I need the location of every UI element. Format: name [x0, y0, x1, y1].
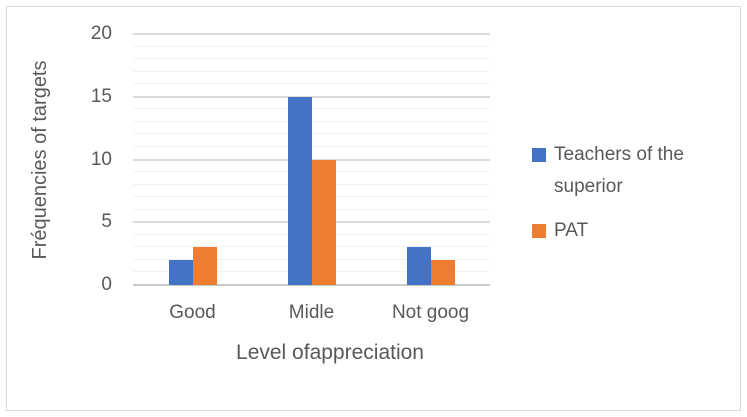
minor-gridline [133, 120, 490, 122]
legend-item-pat: PAT [532, 215, 737, 247]
minor-gridline [133, 70, 490, 72]
legend-item-teachers-of-the-superior: Teachers of the superior [532, 139, 737, 203]
minor-gridline [133, 145, 490, 147]
x-axis-line [133, 284, 490, 286]
x-axis-title: Level ofappreciation [236, 341, 424, 364]
y-axis-title: Fréquencies of targets [29, 60, 51, 260]
y-tick-label: 0 [101, 274, 112, 295]
bar-pat-good [192, 247, 217, 285]
y-tick-label: 15 [90, 85, 112, 107]
chart-frame [6, 6, 741, 411]
major-gridline [133, 33, 490, 35]
bar-pat-midle [311, 159, 336, 285]
bar-teachers-of-the-superior-good [168, 259, 193, 285]
legend-swatch-icon [532, 148, 546, 162]
minor-gridline [133, 133, 490, 135]
bar-teachers-of-the-superior-midle [287, 96, 312, 285]
y-tick-label: 10 [90, 148, 112, 170]
x-axis-ticks: Good Midle Not goog [133, 302, 490, 324]
minor-gridline [133, 83, 490, 85]
legend-label: PAT [554, 220, 589, 241]
x-tick-label-midle: Midle [288, 302, 335, 323]
minor-gridline [133, 45, 490, 47]
y-tick-label: 20 [90, 23, 112, 44]
legend: Teachers of the superior PAT [532, 139, 737, 247]
category-group-not-goog [371, 34, 490, 285]
bar-pat-not-goog [430, 259, 455, 285]
category-group-good [133, 34, 252, 285]
x-tick-label-good: Good [169, 302, 216, 323]
legend-swatch-icon [532, 224, 546, 238]
plot-categories [133, 34, 490, 285]
major-gridline [133, 95, 490, 98]
legend-label: Teachers of the superior [554, 144, 684, 197]
minor-gridline [133, 108, 490, 110]
bar-teachers-of-the-superior-not-goog [406, 247, 431, 285]
y-tick-label: 5 [101, 211, 112, 233]
minor-gridline [133, 58, 490, 60]
x-tick-label-not-goog: Not goog [391, 302, 470, 323]
category-group-midle [252, 34, 371, 285]
